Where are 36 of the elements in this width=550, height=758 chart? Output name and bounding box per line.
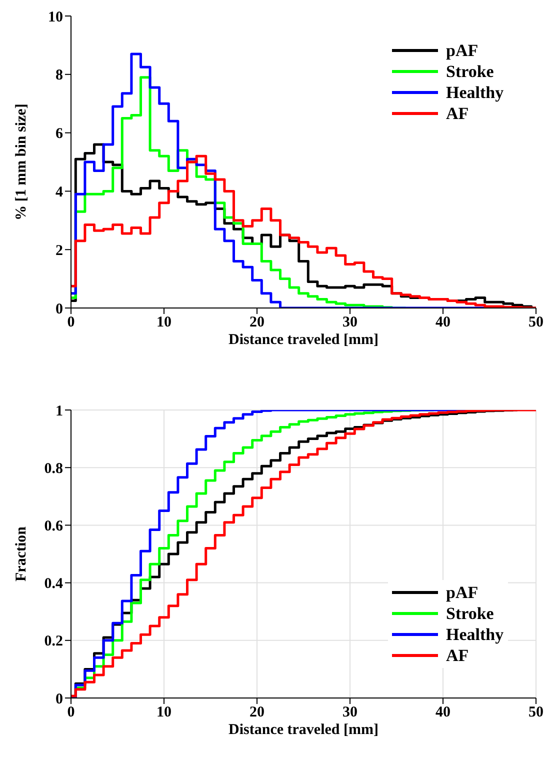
y-axis-title: Fraction	[13, 526, 30, 582]
y-axis-title: % [1 mm bin size]	[13, 104, 30, 220]
x-axis-title: Distance traveled [mm]	[228, 722, 378, 738]
x-tick-label: 30	[342, 314, 358, 331]
x-axis-title: Distance traveled [mm]	[228, 332, 378, 348]
legend-label: Healthy	[446, 82, 504, 103]
x-tick-label: 10	[156, 704, 172, 721]
y-tick-label: 0.2	[44, 634, 63, 650]
x-tick-label: 20	[250, 314, 264, 331]
y-tick-label: 1	[56, 403, 63, 420]
x-tick-label: 0	[67, 314, 75, 331]
y-tick-label: 0.8	[44, 460, 63, 477]
x-tick-label: 50	[528, 314, 544, 331]
y-tick-label: 8	[56, 68, 63, 84]
legend-label: AF	[446, 645, 469, 666]
y-tick-label: 0.4	[44, 576, 64, 592]
x-tick-label: 10	[156, 314, 172, 331]
legend-label: pAF	[446, 40, 478, 61]
legend-label: pAF	[446, 582, 478, 603]
legend-label: Healthy	[446, 624, 504, 645]
x-tick-label: 20	[250, 704, 264, 721]
legend-label: Stroke	[446, 61, 494, 82]
y-tick-label: 4	[56, 184, 64, 201]
y-tick-label: 0	[56, 691, 63, 708]
x-tick-label: 30	[342, 704, 358, 721]
y-tick-label: 0	[56, 301, 63, 318]
x-tick-label: 40	[436, 704, 450, 721]
y-tick-label: 6	[56, 126, 64, 142]
x-tick-label: 50	[528, 704, 544, 721]
legend-label: AF	[446, 103, 469, 124]
x-tick-label: 40	[436, 314, 450, 331]
y-tick-label: 10	[48, 9, 63, 26]
legend-label: Stroke	[446, 603, 494, 624]
y-tick-label: 0.6	[44, 518, 64, 535]
y-tick-label: 2	[56, 242, 63, 259]
x-tick-label: 0	[67, 704, 75, 721]
